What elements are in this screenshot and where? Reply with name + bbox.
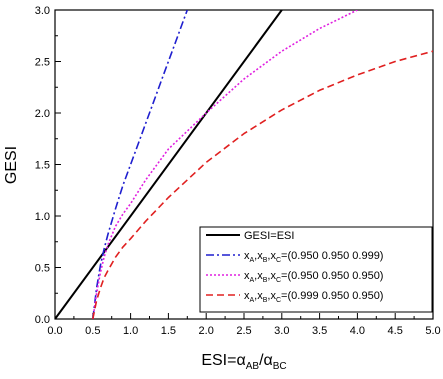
x-tick-label: 4.5 — [388, 325, 403, 337]
x-tick-label: 2.5 — [236, 325, 251, 337]
x-tick-label: 4.0 — [350, 325, 365, 337]
x-tick-label: 0.5 — [85, 325, 100, 337]
y-axis-label: GESI — [3, 146, 20, 184]
legend-box — [199, 226, 433, 313]
x-tick-label: 0.0 — [47, 325, 62, 337]
y-tick-label: 0.5 — [35, 263, 50, 275]
legend-label-2: xA,xB,xC=(0.950 0.950 0.950) — [244, 270, 383, 284]
y-tick-label: 0.0 — [35, 314, 50, 326]
y-tick-label: 1.0 — [35, 211, 50, 223]
y-tick-label: 3.0 — [35, 5, 50, 17]
legend: GESI=ESI xA,xB,xC=(0.950 0.950 0.999) xA,x… — [199, 226, 433, 313]
x-tick-label: 1.0 — [123, 325, 138, 337]
legend-label-0: GESI=ESI — [244, 230, 294, 242]
x-tick-label: 1.5 — [161, 325, 176, 337]
x-axis-ticks: 0.0 0.5 1.0 1.5 2.0 2.5 3.0 3.5 4.0 4.5 5.0 — [47, 313, 441, 337]
x-tick-label: 2.0 — [199, 325, 214, 337]
x-tick-label: 3.5 — [312, 325, 327, 337]
y-tick-label: 1.5 — [35, 160, 50, 172]
x-axis-label: ESI=αAB/αBC — [201, 352, 286, 372]
legend-label-3: xA,xB,xC=(0.999 0.950 0.950) — [244, 290, 383, 304]
x-tick-label: 3.0 — [274, 325, 289, 337]
legend-label-1: xA,xB,xC=(0.950 0.950 0.999) — [244, 250, 383, 264]
series-layer — [55, 10, 433, 319]
series-line-2 — [92, 10, 358, 319]
series-line-3 — [92, 50, 433, 319]
y-axis-ticks: 0.0 0.5 1.0 1.5 2.0 2.5 3.0 — [35, 5, 61, 326]
x-tick-label: 5.0 — [425, 325, 440, 337]
series-line-0 — [55, 10, 283, 319]
y-tick-label: 2.0 — [35, 108, 50, 120]
y-tick-label: 2.5 — [35, 57, 50, 69]
